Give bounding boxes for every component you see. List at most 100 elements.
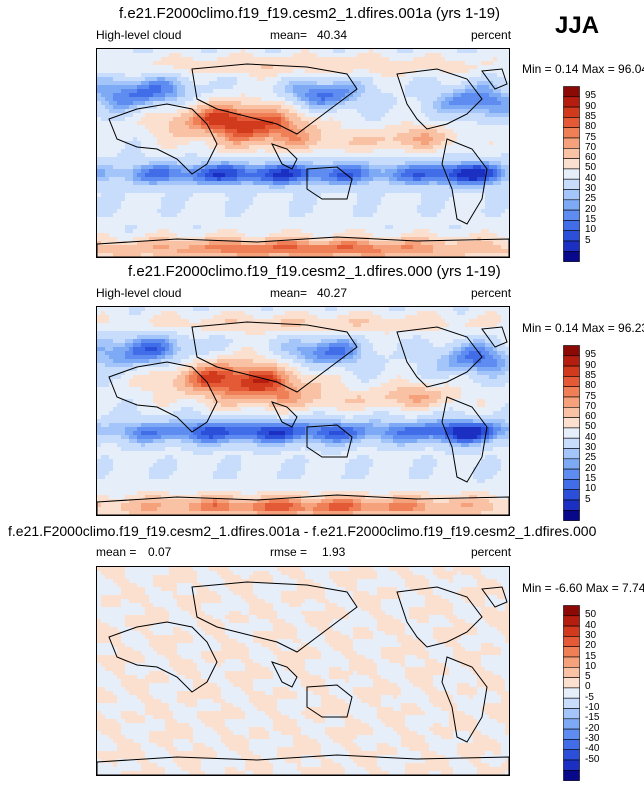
field-cell (253, 53, 257, 57)
field-cell (353, 105, 357, 109)
field-cell (457, 161, 461, 165)
field-cell (157, 161, 161, 165)
field-cell (157, 113, 161, 117)
field-cell (173, 205, 177, 209)
field-cell (405, 229, 409, 233)
field-cell (409, 113, 413, 117)
field-cell (213, 69, 217, 73)
field-cell (257, 173, 261, 177)
field-cell (313, 189, 317, 193)
field-cell (113, 85, 117, 89)
field-cell (349, 221, 353, 225)
field-cell (281, 61, 285, 65)
field-cell (157, 185, 161, 189)
field-cell (121, 237, 125, 241)
field-cell (129, 205, 133, 209)
field-cell (137, 237, 141, 241)
field-cell (301, 49, 305, 53)
field-cell (441, 93, 445, 97)
field-cell (401, 217, 405, 221)
field-cell (337, 129, 341, 133)
field-cell (249, 153, 253, 157)
field-cell (269, 181, 273, 185)
field-cell (297, 49, 301, 53)
field-cell (453, 225, 457, 229)
field-cell (245, 217, 249, 221)
field-cell (265, 193, 269, 197)
field-cell (301, 113, 305, 117)
field-cell (161, 225, 165, 229)
field-cell (445, 97, 449, 101)
field-cell (365, 121, 369, 125)
field-cell (293, 149, 297, 153)
field-cell (489, 217, 493, 221)
field-cell (153, 85, 157, 89)
field-cell (245, 61, 249, 65)
field-cell (113, 145, 117, 149)
field-cell (309, 161, 313, 165)
field-cell (361, 109, 365, 113)
field-cell (229, 101, 233, 105)
field-cell (429, 93, 433, 97)
field-cell (369, 197, 373, 201)
field-cell (273, 189, 277, 193)
field-cell (481, 233, 485, 237)
field-cell (273, 53, 277, 57)
field-cell (493, 221, 497, 225)
field-cell (429, 169, 433, 173)
field-cell (185, 125, 189, 129)
field-cell (333, 125, 337, 129)
field-cell (369, 145, 373, 149)
field-cell (437, 189, 441, 193)
field-cell (321, 93, 325, 97)
field-cell (425, 129, 429, 133)
field-cell (317, 209, 321, 213)
field-cell (97, 109, 101, 113)
field-cell (365, 133, 369, 137)
field-cell (369, 173, 373, 177)
field-cell (485, 85, 489, 89)
field-cell (241, 193, 245, 197)
field-cell (261, 193, 265, 197)
field-cell (173, 93, 177, 97)
field-cell (265, 197, 269, 201)
field-cell (213, 205, 217, 209)
field-cell (157, 165, 161, 169)
field-cell (389, 189, 393, 193)
field-cell (217, 97, 221, 101)
field-cell (313, 221, 317, 225)
field-cell (217, 189, 221, 193)
field-cell (193, 153, 197, 157)
field-cell (229, 153, 233, 157)
field-cell (485, 101, 489, 105)
field-cell (161, 221, 165, 225)
field-cell (269, 201, 273, 205)
field-cell (413, 101, 417, 105)
field-cell (505, 49, 509, 53)
field-cell (177, 121, 181, 125)
field-cell (357, 73, 361, 77)
field-cell (381, 105, 385, 109)
field-cell (249, 225, 253, 229)
field-cell (97, 169, 101, 173)
field-cell (437, 185, 441, 189)
field-cell (297, 69, 301, 73)
field-cell (285, 121, 289, 125)
field-cell (365, 157, 369, 161)
field-cell (265, 201, 269, 205)
field-cell (153, 69, 157, 73)
field-cell (469, 117, 473, 121)
field-cell (173, 121, 177, 125)
field-cell (229, 73, 233, 77)
field-cell (249, 137, 253, 141)
field-cell (205, 173, 209, 177)
field-cell (473, 49, 477, 53)
field-cell (381, 85, 385, 89)
field-cell (361, 145, 365, 149)
field-cell (345, 81, 349, 85)
field-cell (241, 229, 245, 233)
field-cell (177, 93, 181, 97)
field-cell (285, 209, 289, 213)
field-cell (497, 197, 501, 201)
field-cell (345, 181, 349, 185)
